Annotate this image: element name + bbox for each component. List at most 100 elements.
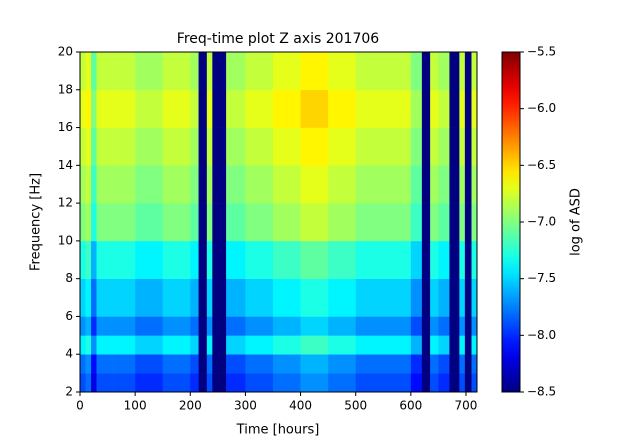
heatmap-cell [162, 278, 191, 317]
heatmap-cell [85, 278, 92, 317]
heatmap-cell [226, 203, 246, 242]
heatmap-cell [190, 89, 199, 128]
heatmap-cell [471, 165, 478, 204]
heatmap-cell [212, 316, 227, 336]
heatmap-cell [226, 373, 246, 393]
y-tick-label: 4 [65, 347, 73, 361]
heatmap-cell [438, 165, 450, 204]
heatmap-cell [272, 316, 301, 336]
heatmap-cell [162, 316, 191, 336]
heatmap-cell [383, 373, 412, 393]
heatmap-cell [96, 335, 114, 355]
heatmap-cell [113, 165, 136, 204]
heatmap-cell [272, 240, 301, 279]
heatmap-cell [198, 89, 208, 128]
x-tick-label: 600 [399, 399, 422, 413]
heatmap-cell [328, 89, 356, 128]
heatmap-cell [449, 203, 460, 242]
y-tick-label: 10 [58, 233, 73, 247]
heatmap-cell [300, 316, 329, 336]
heatmap-cell [421, 373, 431, 393]
heatmap-cell [85, 316, 92, 336]
heatmap-cell [459, 203, 466, 242]
heatmap-cell [245, 316, 274, 336]
heatmap-cell [96, 89, 114, 128]
heatmap-cell [212, 89, 227, 128]
heatmap-cell [449, 354, 460, 374]
heatmap-cell [355, 373, 384, 393]
heatmap-cell [162, 354, 191, 374]
heatmap-cell [410, 127, 423, 166]
heatmap-cell [410, 165, 423, 204]
heatmap-cell [464, 89, 472, 128]
heatmap-cell [198, 335, 208, 355]
heatmap-cell [245, 89, 274, 128]
heatmap-cell [438, 240, 450, 279]
heatmap-cell [328, 354, 356, 374]
heatmap-cell [96, 127, 114, 166]
heatmap-cell [421, 278, 431, 317]
heatmap-cell [96, 52, 114, 91]
heatmap-cell [135, 316, 164, 336]
heatmap-cell [471, 89, 478, 128]
heatmap-cell [226, 52, 246, 91]
heatmap-cell [206, 52, 213, 91]
heatmap-cell [449, 373, 460, 393]
heatmap-cell [449, 127, 460, 166]
heatmap-cell [449, 278, 460, 317]
colorbar-tick-label: −6.5 [527, 158, 556, 172]
heatmap-cell [464, 127, 472, 166]
heatmap-cell [328, 127, 356, 166]
heatmap-cell [410, 316, 423, 336]
heatmap-cell [430, 240, 439, 279]
heatmap-cell [206, 127, 213, 166]
heatmap-cell [226, 278, 246, 317]
heatmap-cell [113, 203, 136, 242]
heatmap-cell [421, 354, 431, 374]
heatmap-cell [459, 52, 466, 91]
heatmap-cell [449, 165, 460, 204]
heatmap-cell [85, 89, 92, 128]
heatmap-cell [113, 52, 136, 91]
heatmap-cell [430, 89, 439, 128]
heatmap-cell [421, 89, 431, 128]
heatmap-cell [85, 127, 92, 166]
heatmap-cell [135, 165, 164, 204]
heatmap-cell [355, 52, 384, 91]
heatmap-cell [162, 203, 191, 242]
heatmap-cell [198, 52, 208, 91]
heatmap-cell [464, 165, 472, 204]
heatmap-cell [135, 278, 164, 317]
heatmap-cell [113, 278, 136, 317]
heatmap-cell [300, 354, 329, 374]
heatmap-cell [471, 52, 478, 91]
heatmap-cell [300, 240, 329, 279]
heatmap-cell [226, 354, 246, 374]
chart-title: Freq-time plot Z axis 201706 [177, 31, 379, 47]
heatmap-cell [212, 240, 227, 279]
heatmap-cell [438, 335, 450, 355]
x-tick-label: 700 [455, 399, 478, 413]
heatmap-cell [272, 127, 301, 166]
heatmap-cell [421, 52, 431, 91]
heatmap-cell [190, 354, 199, 374]
heatmap-cell [464, 316, 472, 336]
heatmap-cell [226, 335, 246, 355]
heatmap-cell [272, 165, 301, 204]
heatmap-cell [80, 89, 86, 128]
heatmap-cell [190, 240, 199, 279]
heatmap-cell [383, 278, 412, 317]
heatmap-cell [80, 335, 86, 355]
heatmap-cell [162, 52, 191, 91]
heatmap-cell [162, 373, 191, 393]
heatmap-cell [410, 89, 423, 128]
heatmap-cell [96, 354, 114, 374]
heatmap-cell [190, 316, 199, 336]
heatmap-cell [113, 354, 136, 374]
y-tick-label: 2 [65, 385, 73, 399]
heatmap-cell [328, 203, 356, 242]
heatmap-cell [135, 373, 164, 393]
heatmap-cell [245, 203, 274, 242]
heatmap-cell [355, 335, 384, 355]
heatmap-cell [272, 52, 301, 91]
